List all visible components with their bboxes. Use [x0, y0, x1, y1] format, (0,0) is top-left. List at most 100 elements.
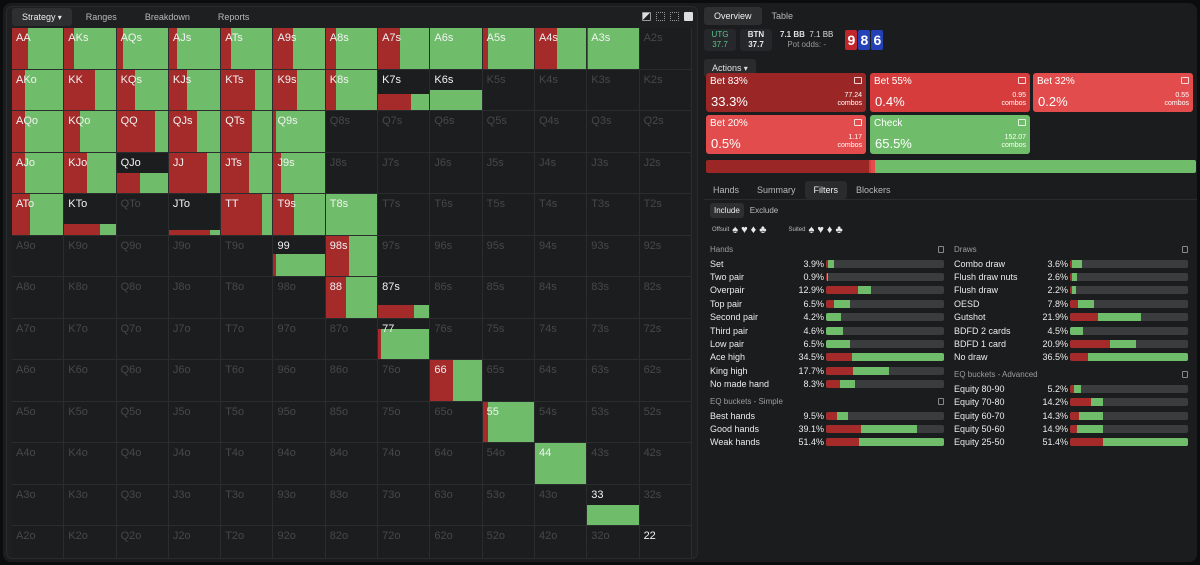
hand-cell-95o[interactable]: 95o: [273, 401, 326, 443]
hand-cell-T5s[interactable]: T5s: [482, 194, 535, 236]
hand-cell-AKo[interactable]: AKo: [12, 69, 65, 111]
hand-cell-22[interactable]: 22: [639, 526, 692, 558]
tab-blockers[interactable]: Blockers: [856, 185, 891, 195]
spade-icon[interactable]: ♠: [732, 224, 739, 236]
hand-cell-T8o[interactable]: T8o: [221, 277, 274, 319]
hand-cell-76o[interactable]: 76o: [378, 360, 431, 402]
hand-cell-73s[interactable]: 73s: [587, 318, 640, 360]
hand-cell-T6o[interactable]: T6o: [221, 360, 274, 402]
hand-cell-43s[interactable]: 43s: [587, 443, 640, 485]
hand-cell-KJo[interactable]: KJo: [64, 152, 117, 194]
hand-cell-K3o[interactable]: K3o: [64, 484, 117, 526]
hand-cell-K4o[interactable]: K4o: [64, 443, 117, 485]
hand-cell-82s[interactable]: 82s: [639, 277, 692, 319]
hand-cell-Q5o[interactable]: Q5o: [116, 401, 169, 443]
hand-cell-JTs[interactable]: JTs: [221, 152, 274, 194]
hand-cell-86o[interactable]: 86o: [325, 360, 379, 402]
action-check[interactable]: Check 65.5% 152.07 combos: [870, 115, 1030, 154]
tab-breakdown[interactable]: Breakdown: [144, 12, 190, 22]
action-bet-83[interactable]: Bet 83% 33.3% 77.24 combos: [706, 73, 866, 112]
hand-cell-AJs[interactable]: AJs: [168, 28, 222, 70]
suited-club-icon[interactable]: ♣: [835, 224, 843, 236]
hand-cell-J9s[interactable]: J9s: [273, 152, 326, 194]
filter-row[interactable]: Top pair 6.5%: [710, 297, 946, 310]
hand-cell-J7s[interactable]: J7s: [378, 152, 431, 194]
hand-cell-QQ[interactable]: QQ: [116, 111, 169, 153]
hand-cell-32o[interactable]: 32o: [587, 526, 640, 558]
hand-cell-J8o[interactable]: J8o: [168, 277, 222, 319]
hand-cell-74s[interactable]: 74s: [534, 318, 588, 360]
hand-cell-A9o[interactable]: A9o: [12, 235, 65, 277]
expand-icon[interactable]: [854, 77, 862, 84]
hand-cell-73o[interactable]: 73o: [378, 484, 431, 526]
hand-cell-QJs[interactable]: QJs: [168, 111, 222, 153]
hand-cell-A7o[interactable]: A7o: [12, 318, 65, 360]
hand-cell-K8o[interactable]: K8o: [64, 277, 117, 319]
hand-cell-96o[interactable]: 96o: [273, 360, 326, 402]
hand-cell-63o[interactable]: 63o: [430, 484, 483, 526]
hand-cell-J3s[interactable]: J3s: [587, 152, 640, 194]
hand-cell-95s[interactable]: 95s: [482, 235, 535, 277]
filter-row[interactable]: Combo draw 3.6%: [954, 257, 1190, 270]
hand-cell-99[interactable]: 99: [273, 235, 326, 277]
hand-cell-K5s[interactable]: K5s: [482, 69, 535, 111]
hand-cell-T3s[interactable]: T3s: [587, 194, 640, 236]
filter-row[interactable]: Equity 25-50 51.4%: [954, 436, 1190, 449]
hand-cell-K8s[interactable]: K8s: [325, 69, 379, 111]
hand-cell-62o[interactable]: 62o: [430, 526, 483, 558]
hand-cell-53s[interactable]: 53s: [587, 401, 640, 443]
hand-cell-Q5s[interactable]: Q5s: [482, 111, 535, 153]
hand-cell-T7o[interactable]: T7o: [221, 318, 274, 360]
filter-row[interactable]: Weak hands 51.4%: [710, 436, 946, 449]
hand-cell-74o[interactable]: 74o: [378, 443, 431, 485]
hand-cell-94s[interactable]: 94s: [534, 235, 588, 277]
hand-cell-75o[interactable]: 75o: [378, 401, 431, 443]
hand-cell-A8s[interactable]: A8s: [325, 28, 379, 70]
hand-cell-ATs[interactable]: ATs: [221, 28, 274, 70]
filter-row[interactable]: No made hand 8.3%: [710, 378, 946, 391]
hand-cell-J8s[interactable]: J8s: [325, 152, 379, 194]
filter-row[interactable]: No draw 36.5%: [954, 351, 1190, 364]
hand-cell-53o[interactable]: 53o: [482, 484, 535, 526]
action-bet-32[interactable]: Bet 32% 0.2% 0.55 combos: [1033, 73, 1193, 112]
hand-cell-T2s[interactable]: T2s: [639, 194, 692, 236]
diamond-icon[interactable]: ♦: [750, 224, 757, 236]
hand-cell-AQo[interactable]: AQo: [12, 111, 65, 153]
hand-cell-Q7s[interactable]: Q7s: [378, 111, 431, 153]
hand-cell-K2s[interactable]: K2s: [639, 69, 692, 111]
hand-cell-T8s[interactable]: T8s: [325, 194, 379, 236]
hand-cell-Q4s[interactable]: Q4s: [534, 111, 588, 153]
collapse-icon[interactable]: [938, 397, 944, 405]
hand-cell-96s[interactable]: 96s: [430, 235, 483, 277]
hand-cell-76s[interactable]: 76s: [430, 318, 483, 360]
hand-cell-77[interactable]: 77: [378, 318, 431, 360]
filter-row[interactable]: King high 17.7%: [710, 364, 946, 377]
hand-cell-Q4o[interactable]: Q4o: [116, 443, 169, 485]
hand-cell-K5o[interactable]: K5o: [64, 401, 117, 443]
hand-cell-K3s[interactable]: K3s: [587, 69, 640, 111]
hand-cell-62s[interactable]: 62s: [639, 360, 692, 402]
tab-overview[interactable]: Overview: [704, 7, 762, 25]
hand-cell-T7s[interactable]: T7s: [378, 194, 431, 236]
hand-cell-J2o[interactable]: J2o: [168, 526, 222, 558]
action-bet-55[interactable]: Bet 55% 0.4% 0.95 combos: [870, 73, 1030, 112]
hand-cell-65s[interactable]: 65s: [482, 360, 535, 402]
position-btn[interactable]: BTN 37.7: [740, 29, 772, 51]
hand-cell-43o[interactable]: 43o: [534, 484, 588, 526]
hand-cell-QTo[interactable]: QTo: [116, 194, 169, 236]
collapse-icon[interactable]: [1182, 246, 1188, 253]
hand-cell-55[interactable]: 55: [482, 401, 535, 443]
hand-cell-TT[interactable]: TT: [221, 194, 274, 236]
hand-cell-93s[interactable]: 93s: [587, 235, 640, 277]
hand-cell-A6o[interactable]: A6o: [12, 360, 65, 402]
hand-cell-Q3o[interactable]: Q3o: [116, 484, 169, 526]
filter-row[interactable]: BDFD 2 cards 4.5%: [954, 324, 1190, 337]
hand-cell-AKs[interactable]: AKs: [64, 28, 117, 70]
hand-cell-KTs[interactable]: KTs: [221, 69, 274, 111]
hand-cell-Q7o[interactable]: Q7o: [116, 318, 169, 360]
hand-cell-A4s[interactable]: A4s: [534, 28, 588, 70]
hand-cell-82o[interactable]: 82o: [325, 526, 379, 558]
hand-cell-KQs[interactable]: KQs: [116, 69, 169, 111]
hand-cell-84o[interactable]: 84o: [325, 443, 379, 485]
hand-cell-42o[interactable]: 42o: [534, 526, 588, 558]
